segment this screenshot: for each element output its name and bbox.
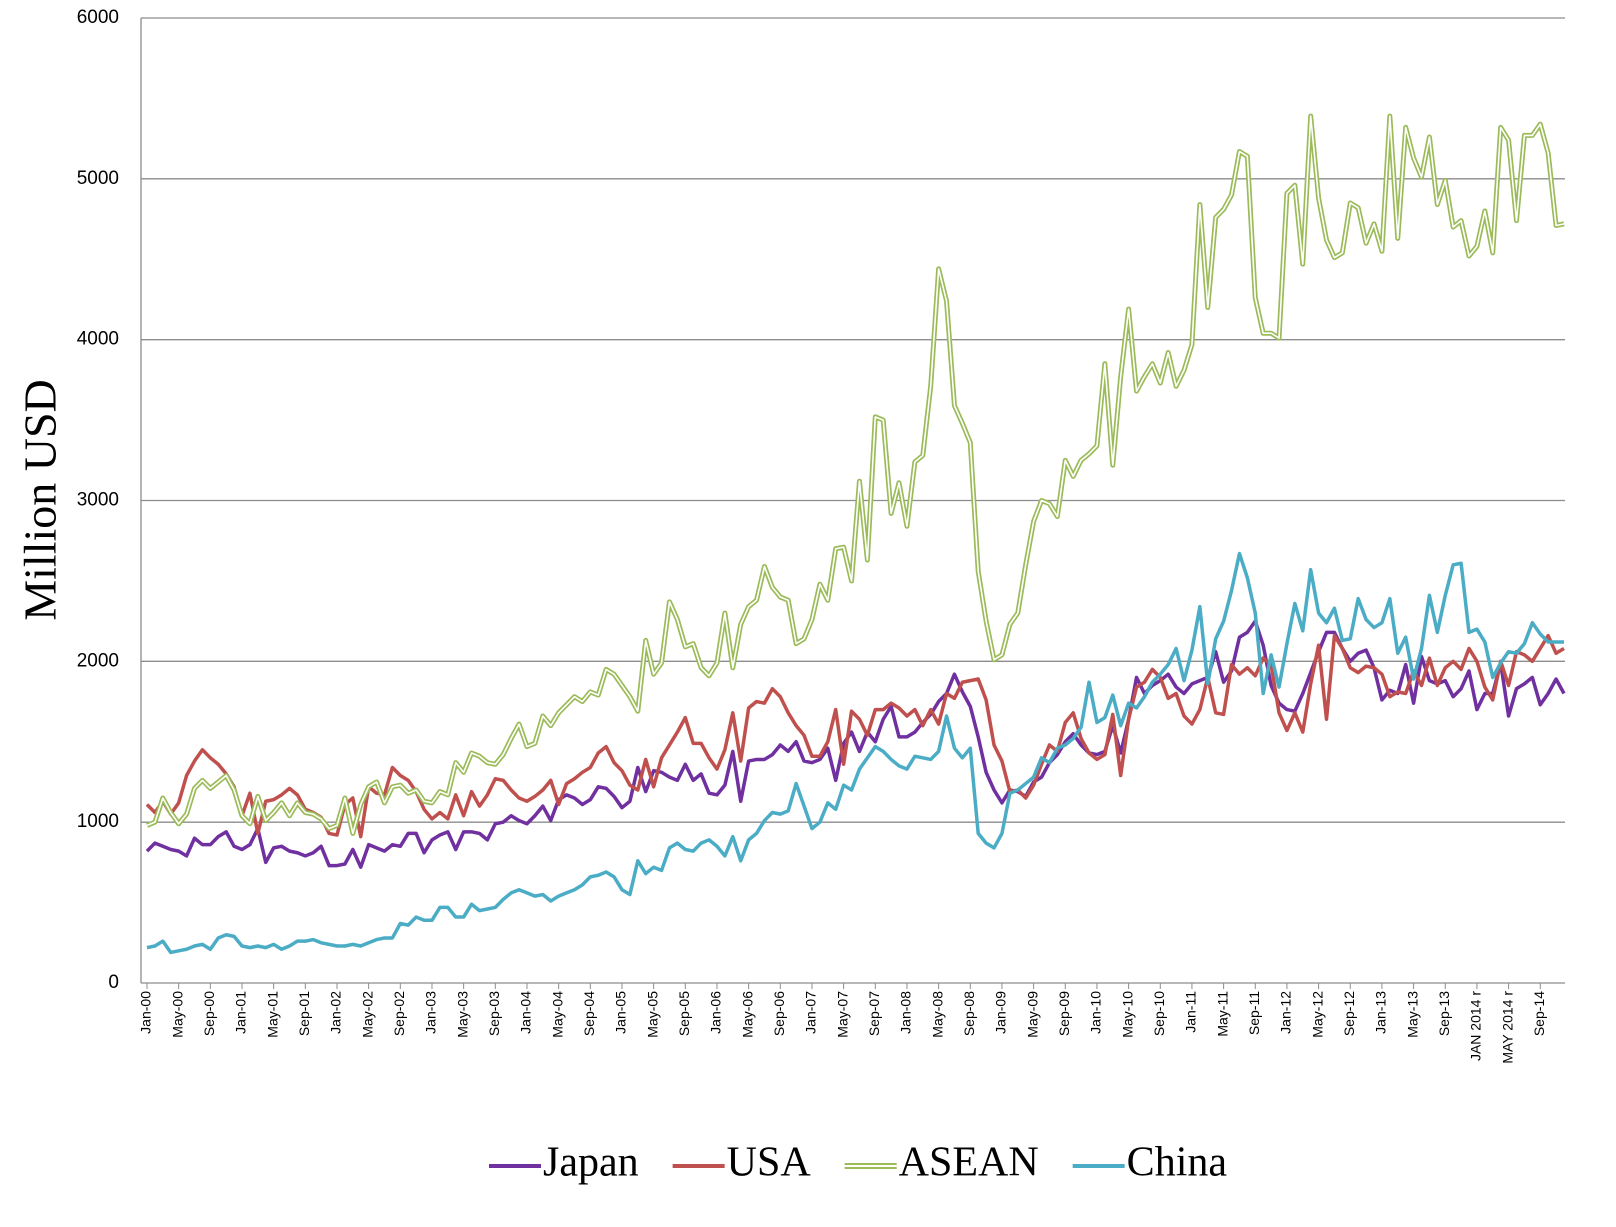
y-tick-label: 2000 — [77, 650, 119, 671]
x-tick-label: May-08 — [929, 991, 945, 1038]
x-tick-label: Sep-00 — [201, 991, 217, 1036]
x-tick-label: Sep-01 — [296, 991, 312, 1036]
x-tick-label: Jan-07 — [803, 991, 819, 1034]
x-tick-label: Sep-05 — [676, 991, 692, 1036]
legend-label: China — [1127, 1140, 1228, 1186]
x-tick-label: Jan-13 — [1373, 991, 1389, 1034]
series-line — [146, 551, 1564, 955]
y-tick-label: 3000 — [77, 490, 119, 511]
x-tick-label: Jan-04 — [518, 991, 534, 1034]
x-tick-label: May-01 — [264, 991, 280, 1038]
x-tick-label: May-10 — [1119, 991, 1135, 1038]
y-tick-label: 1000 — [77, 811, 119, 832]
x-tick-label: Sep-12 — [1341, 991, 1357, 1036]
x-tick-label: Jan-00 — [138, 991, 154, 1034]
series-line — [145, 619, 1566, 869]
x-tick-label: Jan-10 — [1088, 991, 1104, 1034]
y-tick-label: 5000 — [77, 168, 119, 189]
x-tick-label: Sep-09 — [1056, 991, 1072, 1036]
series-line-inner — [146, 115, 1565, 835]
series-line — [146, 113, 1565, 836]
x-tick-label: Jan-12 — [1278, 991, 1294, 1034]
y-axis-title: Million USD — [15, 379, 66, 621]
x-tick-label: Jan-02 — [328, 991, 344, 1034]
x-tick-label: Sep-14 — [1531, 991, 1547, 1036]
x-tick-label: May-03 — [454, 991, 470, 1038]
x-tick-label: Sep-04 — [581, 991, 597, 1036]
legend: Japan USA ASEAN China — [488, 1140, 1228, 1186]
x-tick-label: Jan-08 — [898, 991, 914, 1034]
x-tick-label: Sep-11 — [1246, 991, 1262, 1035]
x-tick-label: Sep-10 — [1151, 991, 1167, 1036]
legend-label: USA — [727, 1140, 812, 1186]
x-tick-label: Sep-03 — [486, 991, 502, 1036]
x-tick-label: Sep-06 — [771, 991, 787, 1036]
x-tick-label: Sep-13 — [1436, 991, 1452, 1036]
x-tick-label: May-04 — [549, 991, 565, 1038]
x-tick-label: MAY 2014 r — [1499, 991, 1515, 1064]
legend-label: Japan — [543, 1140, 639, 1186]
x-tick-label: May-06 — [739, 991, 755, 1038]
x-tick-label: May-12 — [1309, 991, 1325, 1038]
x-tick-label: May-09 — [1024, 991, 1040, 1038]
x-tick-label: JAN 2014 r — [1468, 991, 1484, 1061]
x-tick-label: May-02 — [359, 991, 375, 1038]
x-tick-label: May-07 — [834, 991, 850, 1038]
x-tick-label: Sep-08 — [961, 991, 977, 1036]
legend-label: ASEAN — [899, 1140, 1039, 1186]
x-tick-label: Jan-03 — [423, 991, 439, 1034]
x-tick-label: Sep-02 — [391, 991, 407, 1036]
x-tick-label: Jan-11 — [1183, 991, 1199, 1033]
x-tick-label: Jan-09 — [993, 991, 1009, 1034]
x-tick-label: May-00 — [169, 991, 185, 1038]
x-tick-label: Jan-01 — [233, 991, 249, 1034]
x-tick-label: Jan-05 — [613, 991, 629, 1034]
y-tick-label: 6000 — [77, 7, 119, 28]
y-tick-label: 4000 — [77, 329, 119, 350]
x-tick-label: May-05 — [644, 991, 660, 1038]
x-tick-label: May-13 — [1404, 991, 1420, 1038]
x-tick-label: May-11 — [1214, 991, 1230, 1037]
x-tick-label: Sep-07 — [866, 991, 882, 1036]
x-tick-label: Jan-06 — [708, 991, 724, 1034]
y-tick-label: 0 — [108, 972, 119, 993]
